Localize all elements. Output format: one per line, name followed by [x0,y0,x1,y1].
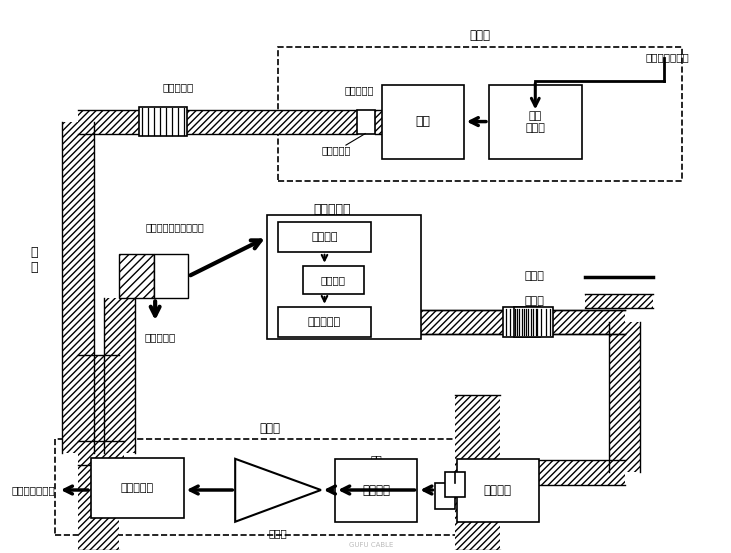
Bar [185,109,357,134]
Text: 光纤连接时: 光纤连接时 [345,85,374,95]
Bar [268,215,421,340]
Text: 光放大器: 光放大器 [484,484,512,497]
Bar [78,109,139,134]
Bar [514,307,553,337]
Bar [499,461,624,484]
Text: 光
缆: 光 缆 [30,246,37,274]
Text: 再生中继器: 再生中继器 [313,203,350,216]
Text: 光信号: 光信号 [525,296,545,306]
Bar [62,122,94,453]
Bar [503,307,540,337]
Text: 接收端: 接收端 [259,422,280,435]
Text: 电信号: 电信号 [525,272,545,281]
Bar [609,322,640,472]
Text: 光检波器: 光检波器 [311,232,338,242]
Bar [55,439,484,535]
Text: 电端机输出信号: 电端机输出信号 [12,485,55,495]
Bar [336,459,417,521]
Text: 光源: 光源 [415,116,431,128]
Bar [435,483,455,509]
Bar [139,107,187,137]
Bar [78,441,124,465]
Polygon shape [235,459,321,521]
Bar [357,109,374,134]
Bar [278,222,371,252]
Text: 光纤放大盒: 光纤放大盒 [162,82,194,93]
Bar [586,294,654,308]
Bar [303,265,364,294]
Text: 光纤连接器: 光纤连接器 [322,145,352,155]
Bar [371,310,624,334]
Bar [278,306,371,337]
Bar [455,395,499,550]
Bar [374,109,382,134]
Text: 电端机输入信号: 电端机输入信号 [645,53,689,62]
Text: GUFU CABLE: GUFU CABLE [349,542,393,548]
Text: 电信号导出: 电信号导出 [121,483,154,493]
Bar [78,356,119,550]
Bar [371,310,521,334]
Text: 光纤耦合器合束代束器: 光纤耦合器合束代束器 [145,222,204,232]
Bar [91,458,183,519]
Bar [104,299,135,453]
Bar [382,85,464,159]
Bar [119,253,154,299]
Text: 光信号发送: 光信号发送 [308,317,341,327]
Bar [489,85,582,159]
Bar [278,46,682,181]
Text: 信号
处理: 信号 处理 [370,455,382,476]
Bar [540,310,624,334]
Text: 电路再生: 电路再生 [321,275,346,285]
Bar [154,253,188,299]
Bar [445,472,465,497]
Text: 光接收器: 光接收器 [363,484,390,497]
Text: 发送端: 发送端 [469,29,491,42]
Text: 放大器: 放大器 [269,528,287,538]
Bar [457,459,539,521]
Text: 电路
驱动器: 电路 驱动器 [526,111,545,133]
Text: 隔磁升其备: 隔磁升其备 [145,332,175,342]
